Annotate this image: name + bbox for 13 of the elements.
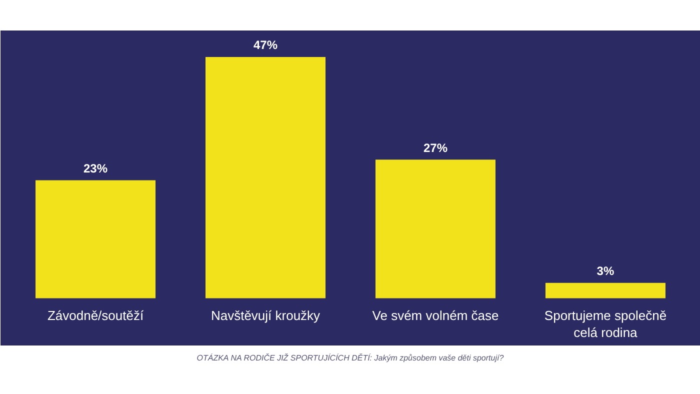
x-tick-label: Závodně/soutěží (47, 308, 144, 323)
bar (206, 57, 326, 298)
x-tick-label: Sportujeme společně celá rodina (544, 308, 667, 340)
bar (36, 180, 156, 298)
data-label: 27% (423, 140, 448, 155)
x-tick-label: Navštěvují kroužky (210, 308, 321, 323)
data-label: 3% (596, 264, 614, 278)
x-tick-label: Ve svém volném čase (372, 308, 499, 323)
bar (545, 282, 666, 298)
bar (375, 160, 496, 298)
data-label: 23% (84, 161, 108, 176)
data-label: 47% (254, 38, 278, 52)
text: OTÁZKA NA RODIČE JIŽ SPORTUJÍCÍCH DĚTÍ: Jakým způsobem vaše děti sportují? (196, 354, 504, 362)
